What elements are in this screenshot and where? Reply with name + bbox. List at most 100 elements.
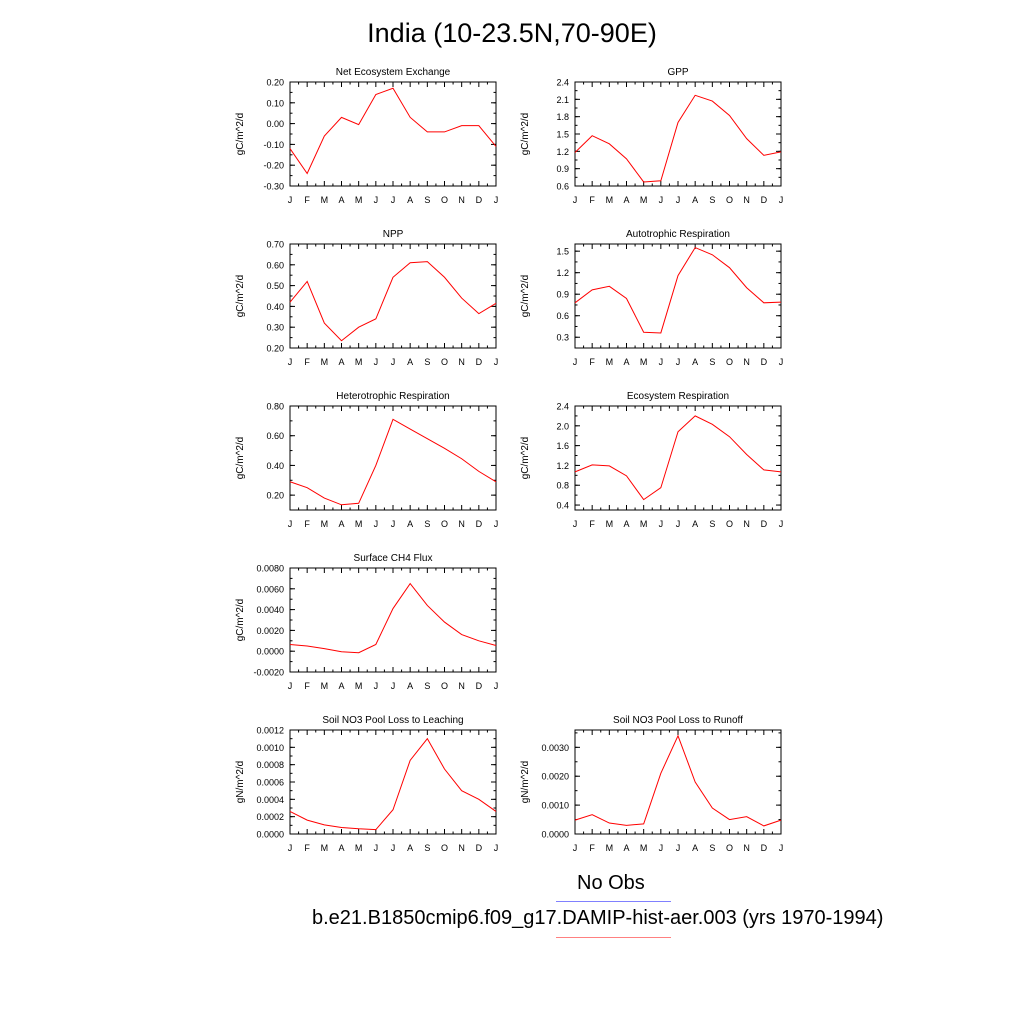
x-tick-label: J	[494, 519, 499, 529]
x-tick-label: A	[692, 195, 698, 205]
y-tick-label: 0.6	[556, 311, 569, 321]
y-tick-label: 0.6	[556, 182, 569, 192]
x-tick-label: J	[573, 519, 578, 529]
y-tick-label: 2.4	[556, 78, 569, 88]
x-tick-label: A	[623, 519, 629, 529]
x-tick-label: J	[374, 195, 379, 205]
plot-frame	[289, 243, 497, 349]
y-axis-label: gC/m^2/d	[520, 437, 531, 480]
x-tick-label: J	[374, 357, 379, 367]
x-tick-label: S	[424, 195, 430, 205]
y-axis-label: gC/m^2/d	[235, 437, 246, 480]
panel-title: Surface CH4 Flux	[354, 553, 433, 564]
panel-title: Net Ecosystem Exchange	[336, 67, 451, 78]
x-tick-label: J	[573, 357, 578, 367]
x-tick-label: D	[761, 843, 768, 853]
legend-line-model	[556, 937, 671, 938]
x-tick-label: A	[623, 843, 629, 853]
x-tick-label: J	[494, 843, 499, 853]
x-tick-label: D	[761, 357, 768, 367]
y-tick-label: -0.10	[263, 140, 284, 150]
y-tick-label: 0.60	[266, 260, 284, 270]
x-tick-label: J	[676, 357, 681, 367]
x-tick-label: J	[391, 195, 396, 205]
x-tick-label: N	[458, 843, 465, 853]
x-tick-label: D	[476, 519, 483, 529]
x-tick-label: F	[589, 843, 595, 853]
x-tick-label: S	[709, 195, 715, 205]
y-axis-label: gC/m^2/d	[235, 275, 246, 318]
x-tick-label: J	[494, 681, 499, 691]
x-tick-label: M	[321, 195, 329, 205]
x-tick-label: N	[458, 195, 465, 205]
series-line	[289, 261, 497, 342]
x-tick-label: J	[573, 843, 578, 853]
y-tick-label: 2.4	[556, 402, 569, 412]
x-tick-label: J	[659, 519, 664, 529]
x-tick-label: M	[606, 843, 614, 853]
x-tick-label: M	[606, 195, 614, 205]
x-tick-label: J	[676, 843, 681, 853]
x-tick-label: M	[321, 357, 329, 367]
y-tick-label: 0.00	[266, 119, 284, 129]
x-tick-label: J	[659, 195, 664, 205]
x-tick-label: N	[743, 357, 750, 367]
x-tick-label: N	[743, 519, 750, 529]
y-tick-label: 0.10	[266, 98, 284, 108]
x-tick-label: J	[288, 195, 293, 205]
x-tick-label: J	[288, 843, 293, 853]
x-tick-label: O	[726, 843, 733, 853]
y-tick-label: 1.8	[556, 112, 569, 122]
series-line	[289, 582, 497, 654]
figure-title: India (10-23.5N,70-90E)	[367, 18, 657, 48]
x-tick-label: M	[321, 843, 329, 853]
y-tick-label: 0.70	[266, 240, 284, 250]
legend-label-model: b.e21.B1850cmip6.f09_g17.DAMIP-hist-aer.…	[312, 907, 884, 929]
x-tick-label: D	[476, 843, 483, 853]
y-tick-label: -0.20	[263, 161, 284, 171]
y-tick-label: 1.2	[556, 461, 569, 471]
panel-title: NPP	[383, 229, 404, 240]
y-tick-label: 0.20	[266, 78, 284, 88]
y-tick-label: 0.0080	[256, 564, 284, 574]
x-tick-label: M	[355, 681, 363, 691]
panel-title: Heterotrophic Respiration	[336, 391, 449, 402]
x-tick-label: A	[623, 195, 629, 205]
x-tick-label: S	[424, 519, 430, 529]
x-tick-label: A	[692, 357, 698, 367]
x-tick-label: M	[355, 357, 363, 367]
y-tick-label: 2.1	[556, 95, 569, 105]
y-tick-label: 0.0002	[256, 812, 284, 822]
x-tick-label: N	[458, 681, 465, 691]
series-line	[289, 737, 497, 831]
y-axis-label: gC/m^2/d	[520, 113, 531, 156]
x-tick-label: M	[355, 195, 363, 205]
y-tick-label: 0.8	[556, 481, 569, 491]
legend-line-obs	[556, 901, 671, 902]
y-tick-label: 0.4	[556, 501, 569, 511]
x-tick-label: D	[476, 357, 483, 367]
panel-title: Ecosystem Respiration	[627, 391, 729, 402]
y-axis-label: gC/m^2/d	[235, 113, 246, 156]
x-tick-label: J	[779, 519, 784, 529]
y-tick-label: 1.5	[556, 130, 569, 140]
x-tick-label: N	[743, 195, 750, 205]
plot-frame	[289, 567, 497, 673]
x-tick-label: A	[692, 843, 698, 853]
x-tick-label: J	[494, 357, 499, 367]
y-tick-label: 0.0030	[541, 743, 569, 753]
y-axis-label: gN/m^2/d	[235, 761, 246, 804]
y-tick-label: 0.20	[266, 491, 284, 501]
x-tick-label: J	[779, 357, 784, 367]
y-tick-label: 0.0010	[256, 743, 284, 753]
y-tick-label: 0.0008	[256, 760, 284, 770]
panel-title: Autotrophic Respiration	[626, 229, 730, 240]
y-tick-label: 0.20	[266, 344, 284, 354]
y-tick-label: 0.0012	[256, 726, 284, 736]
y-tick-label: 0.0000	[256, 647, 284, 657]
x-tick-label: J	[659, 357, 664, 367]
x-tick-label: N	[458, 519, 465, 529]
